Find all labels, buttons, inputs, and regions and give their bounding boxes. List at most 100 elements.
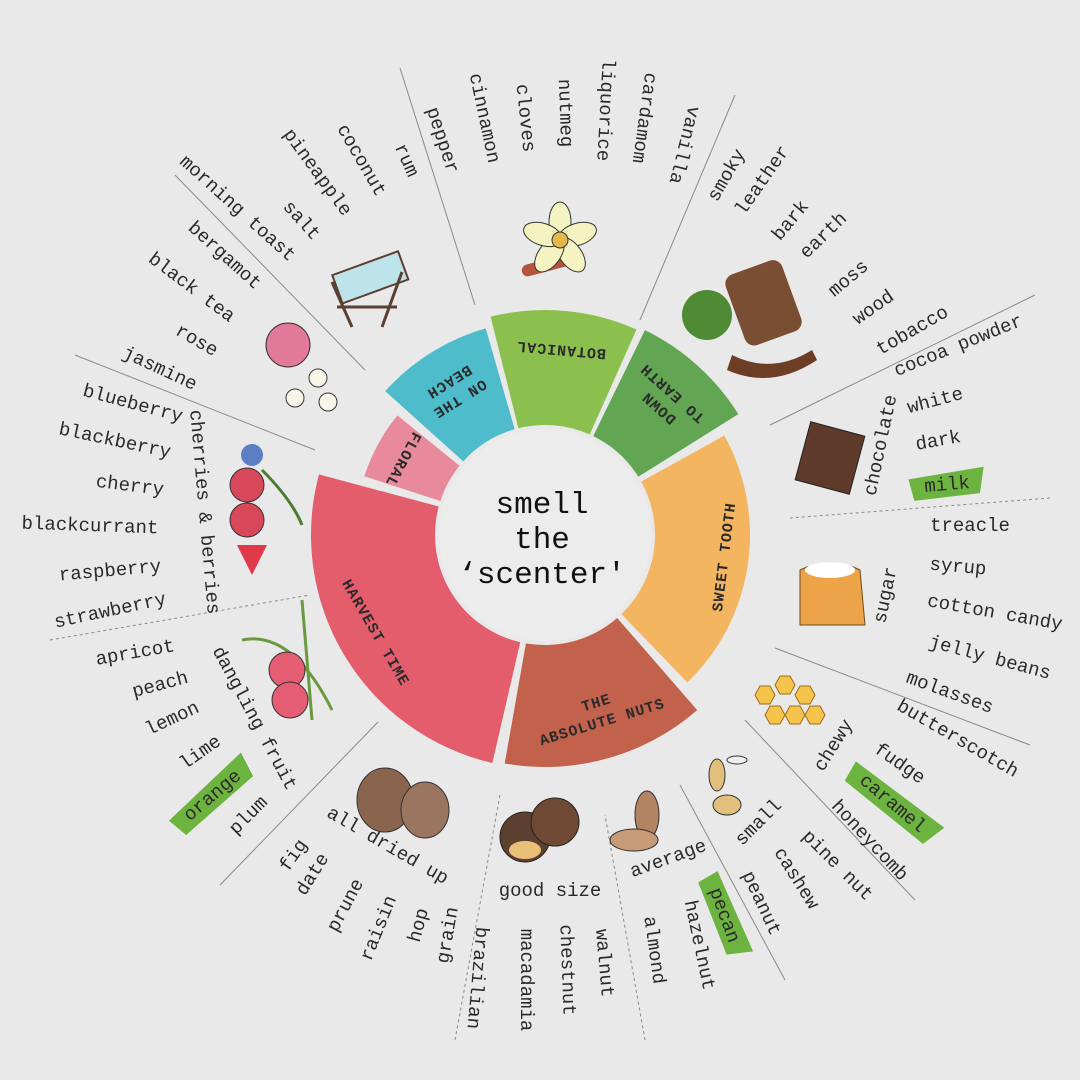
scent-label-text: prune (323, 875, 369, 936)
scent-label-text: lemon (142, 697, 203, 741)
center-disc (439, 429, 651, 641)
scent-label-text: rose (171, 320, 221, 362)
group-heading: chewy (809, 716, 858, 776)
segment-wedge[interactable] (385, 328, 515, 462)
group-heading-text: sugar (869, 565, 902, 625)
scent-label-text: macadamia (515, 929, 537, 1032)
scent-label-text: chestnut (554, 924, 579, 1016)
group-heading: good size (499, 880, 602, 902)
scent-label-text: dark (914, 426, 963, 456)
group-heading: cherries & berries (184, 409, 224, 615)
scent-label-text: raspberry (58, 556, 162, 587)
scent-label-text: liquorice (591, 58, 618, 162)
separator-line (219, 721, 379, 886)
scent-label: brazilian (462, 926, 493, 1030)
scent-label: blackcurrant (21, 513, 159, 540)
log-moss-pipe-icon (682, 260, 817, 378)
scent-label-text: blueberry (80, 380, 185, 428)
berries-icon (229, 444, 304, 575)
scent-label-text: jelly beans (926, 631, 1053, 685)
scent-label-text: moss (824, 256, 873, 302)
scent-label: milk (908, 466, 984, 501)
separator-line (604, 814, 646, 1041)
scent-label: apricot (94, 635, 176, 671)
segment-wedge[interactable] (310, 474, 521, 764)
scent-label: liquorice (591, 58, 618, 162)
scent-label: strawberry (52, 588, 168, 633)
scent-label: walnut (590, 928, 618, 998)
group-heading: sugar (869, 565, 902, 625)
scent-label: jelly beans (926, 631, 1053, 685)
group-heading: chocolate (860, 393, 903, 498)
segment-wedge[interactable] (364, 415, 460, 502)
scent-label-text: plum (225, 792, 273, 840)
peach-icon (241, 599, 334, 721)
seeds-icon (708, 755, 748, 816)
scent-label-text: syrup (929, 554, 988, 581)
scent-label-text: apricot (94, 635, 176, 671)
illustrations (229, 201, 866, 863)
scent-label-text: nutmeg (553, 78, 577, 147)
scent-label: moss (824, 256, 873, 302)
separator-line (679, 784, 786, 981)
scent-label-text: lime (176, 731, 226, 775)
scent-label-text: vanilla (664, 103, 705, 186)
scent-label: lime (176, 731, 226, 775)
scent-label-text: white (905, 383, 966, 419)
scent-label: almond (638, 915, 669, 986)
separator-line (774, 647, 1031, 746)
scent-label: lemon (142, 697, 203, 741)
scent-label-text: almond (638, 915, 669, 986)
scent-label-text: wood (849, 286, 899, 330)
vanilla-flower-icon (521, 201, 597, 277)
separator-line (74, 354, 316, 451)
scent-label: cardamom (627, 71, 661, 164)
fig-icon (356, 767, 450, 839)
group-heading-text: chocolate (860, 393, 903, 498)
scent-label-text: rum (389, 140, 423, 180)
highlight-brush (698, 871, 754, 955)
scent-label-text: jasmine (119, 342, 201, 396)
chestnut-icon (499, 797, 580, 863)
scent-label: rose (171, 320, 221, 362)
segment-wedge[interactable] (621, 435, 751, 683)
title-line-2: the (514, 523, 570, 558)
scent-label: peach (130, 667, 191, 703)
separator-line (174, 174, 366, 371)
scent-label-text: blackberry (57, 418, 173, 463)
group-heading-text: chewy (809, 716, 858, 776)
scent-label-text: peach (130, 667, 191, 703)
scent-label: rum (389, 140, 423, 180)
separator-lines (49, 67, 1051, 1041)
chocolate-icon (794, 421, 866, 495)
scent-label: grain (432, 905, 464, 965)
title-line-1: smell (495, 488, 588, 523)
segment-wedge[interactable] (490, 310, 637, 435)
separator-line (399, 67, 476, 306)
scent-label: wood (849, 286, 899, 330)
scent-label: blueberry (80, 380, 185, 428)
scent-label: dark (914, 426, 963, 456)
scent-label: macadamia (515, 929, 537, 1032)
highlight-brush (168, 752, 254, 835)
segment-wedge[interactable] (593, 330, 739, 477)
rose-jasmine-icon (265, 322, 338, 412)
scent-label-text: cinnamon (464, 71, 504, 165)
highlight-brush (908, 466, 984, 501)
scent-label: vanilla (664, 103, 705, 186)
scent-label-text: cloves (510, 83, 539, 153)
scent-label-text: pepper (421, 104, 463, 176)
scent-label: white (905, 383, 966, 419)
scent-label: cinnamon (464, 71, 504, 165)
separator-line (49, 594, 311, 641)
deck-chair-icon (330, 249, 410, 328)
honeycomb-icon (754, 675, 826, 725)
scent-label: syrup (929, 554, 988, 581)
scent-label-text: blackcurrant (21, 513, 159, 540)
scent-label: prune (323, 875, 369, 936)
scent-label: pepper (421, 104, 463, 176)
almond-icon (609, 790, 660, 852)
separator-line (769, 294, 1036, 426)
segment-wedge[interactable] (504, 618, 698, 767)
